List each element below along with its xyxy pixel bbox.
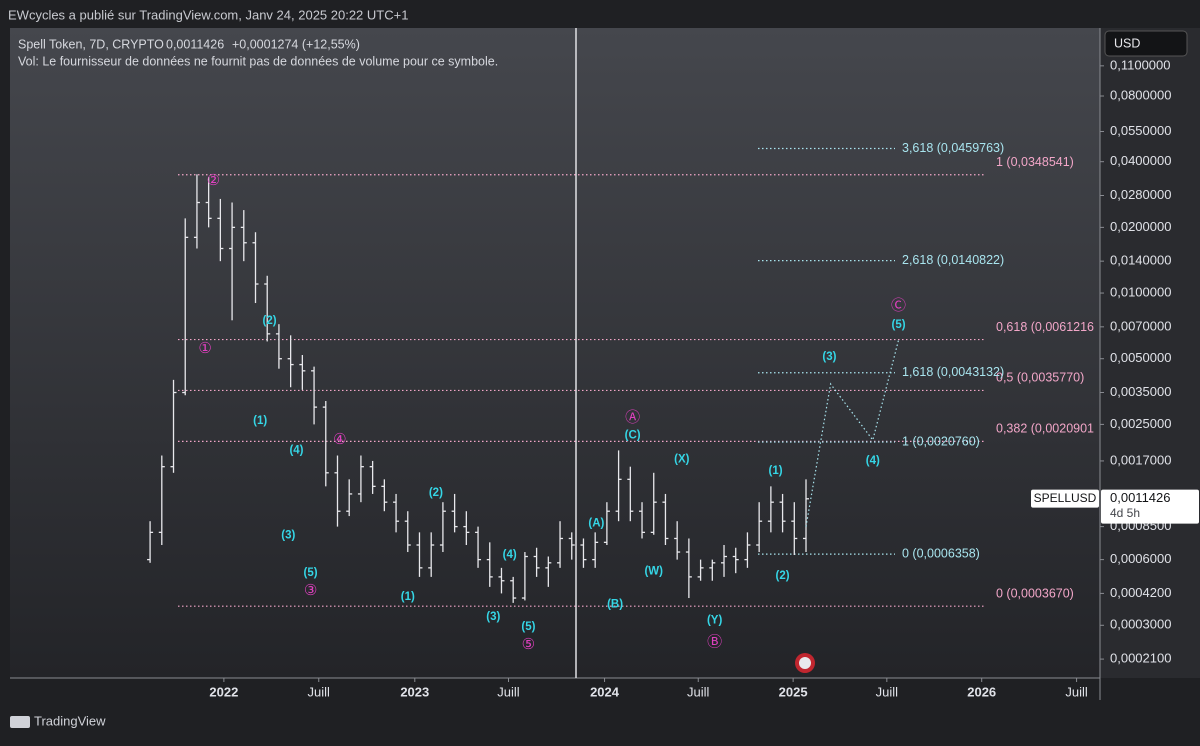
x-tick-label: 2025 bbox=[779, 684, 808, 699]
wave-label: (4) bbox=[503, 549, 517, 561]
fib-label: 0,5 (0,0035770) bbox=[996, 371, 1084, 385]
wave-label: (4) bbox=[866, 455, 880, 467]
fib-label: 0,382 (0,0020901 bbox=[996, 422, 1094, 436]
fib-label: 1 (0,0020760) bbox=[902, 434, 980, 448]
x-tick-label: 2024 bbox=[590, 684, 620, 699]
wave-label: ② bbox=[207, 172, 220, 189]
x-tick-label: Juill bbox=[497, 684, 520, 699]
price-tag-label: 0,0011426 bbox=[1110, 490, 1171, 505]
y-tick-label: 0,0100000 bbox=[1110, 284, 1171, 299]
wave-label: ③ bbox=[304, 582, 317, 599]
y-tick-label: 0,0200000 bbox=[1110, 219, 1171, 234]
countdown: 4d 5h bbox=[1110, 506, 1140, 520]
projection-path bbox=[805, 339, 900, 527]
y-tick-label: 0,0025000 bbox=[1110, 416, 1171, 431]
symbol-tag bbox=[1031, 489, 1099, 508]
wave-label: (B) bbox=[607, 598, 623, 610]
brand-logo bbox=[10, 716, 30, 728]
fib-label: 0,618 (0,0061216 bbox=[996, 320, 1094, 334]
wave-label: (Y) bbox=[707, 614, 723, 626]
y-tick-label: 0,0400000 bbox=[1110, 153, 1171, 168]
bars bbox=[147, 174, 810, 603]
x-tick-label: 2026 bbox=[967, 684, 996, 699]
y-tick-label: 0,0006000 bbox=[1110, 551, 1171, 566]
wave-label: (3) bbox=[822, 351, 836, 363]
price-axis-area bbox=[1100, 28, 1200, 678]
brand: TradingView bbox=[34, 713, 106, 728]
wave-label: (3) bbox=[486, 611, 500, 623]
last-price: 0,0011426 bbox=[166, 37, 224, 51]
wave-label: (3) bbox=[281, 529, 295, 541]
y-tick-label: 0,0280000 bbox=[1110, 187, 1171, 202]
wave-label: (X) bbox=[674, 453, 690, 465]
wave-label: (W) bbox=[644, 565, 663, 577]
y-tick-label: 0,0002100 bbox=[1110, 651, 1171, 666]
x-tick-label: Juill bbox=[1065, 684, 1088, 699]
wave-label: (5) bbox=[304, 567, 318, 579]
y-tick-label: 0,0017000 bbox=[1110, 452, 1171, 467]
y-tick-label: 0,0140000 bbox=[1110, 253, 1171, 268]
wave-label: (5) bbox=[892, 319, 906, 331]
wave-label: (4) bbox=[289, 444, 303, 456]
x-tick-label: Juill bbox=[687, 684, 710, 699]
wave-label: Ⓐ bbox=[625, 409, 640, 426]
wave-label: (C) bbox=[625, 429, 641, 441]
wave-label: (2) bbox=[263, 315, 277, 327]
wave-label: (1) bbox=[769, 465, 783, 477]
volume-note: Vol: Le fournisseur de données ne fourni… bbox=[18, 54, 498, 68]
x-tick-label: 2023 bbox=[400, 684, 429, 699]
event-icon-inner bbox=[799, 657, 811, 669]
y-tick-label: 0,1100000 bbox=[1110, 57, 1171, 72]
y-tick-label: 0,0550000 bbox=[1110, 123, 1171, 138]
wave-label: (1) bbox=[253, 415, 267, 427]
wave-label: ⑤ bbox=[522, 636, 535, 653]
wave-label: ④ bbox=[333, 431, 346, 448]
wave-label: (A) bbox=[588, 517, 604, 529]
fib-label: 2,618 (0,0140822) bbox=[902, 253, 1004, 267]
fib-label: 0 (0,0003670) bbox=[996, 586, 1074, 600]
currency-button[interactable] bbox=[1104, 30, 1188, 57]
wave-label: (2) bbox=[776, 570, 790, 582]
x-tick-label: Juill bbox=[308, 684, 331, 699]
fib-label: 0 (0,0006358) bbox=[902, 546, 980, 560]
symbol-tag-text: SPELLUSD bbox=[1034, 491, 1097, 505]
x-tick-label: 2022 bbox=[209, 684, 238, 699]
y-tick-label: 0,0070000 bbox=[1110, 318, 1171, 333]
fib-label: 1 (0,0348541) bbox=[996, 155, 1074, 169]
y-tick-label: 0,0800000 bbox=[1110, 87, 1171, 102]
wave-label: (1) bbox=[401, 591, 415, 603]
plot-area bbox=[10, 28, 1100, 678]
wave-label: Ⓒ bbox=[891, 297, 906, 314]
symbol-title: Spell Token, 7D, CRYPTO bbox=[18, 37, 164, 51]
y-tick-label: 0,0050000 bbox=[1110, 350, 1171, 365]
fib-label: 1,618 (0,0043132) bbox=[902, 365, 1004, 379]
wave-label: Ⓑ bbox=[707, 634, 722, 651]
price-change: +0,0001274 (+12,55%) bbox=[232, 37, 360, 51]
y-tick-label: 0,0035000 bbox=[1110, 384, 1171, 399]
fib-label: 3,618 (0,0459763) bbox=[902, 141, 1004, 155]
wave-label: ① bbox=[198, 340, 211, 357]
publisher: EWcycles a publié sur TradingView.com, J… bbox=[8, 7, 408, 22]
wave-label: (5) bbox=[521, 621, 535, 633]
y-tick-label: 0,0004200 bbox=[1110, 585, 1171, 600]
y-tick-label: 0,0003000 bbox=[1110, 617, 1171, 632]
price-tag bbox=[1101, 489, 1199, 524]
x-tick-label: Juill bbox=[876, 684, 899, 699]
currency[interactable]: USD bbox=[1114, 36, 1140, 50]
wave-label: (2) bbox=[429, 487, 443, 499]
